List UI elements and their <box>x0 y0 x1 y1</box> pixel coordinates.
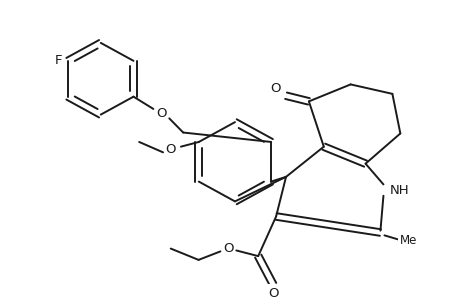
Text: O: O <box>269 82 280 95</box>
Text: O: O <box>165 143 176 156</box>
Text: Me: Me <box>399 234 416 247</box>
Text: NH: NH <box>389 184 408 196</box>
Text: O: O <box>223 242 233 255</box>
Text: F: F <box>54 54 62 67</box>
Text: O: O <box>267 287 278 300</box>
Text: O: O <box>156 107 166 120</box>
